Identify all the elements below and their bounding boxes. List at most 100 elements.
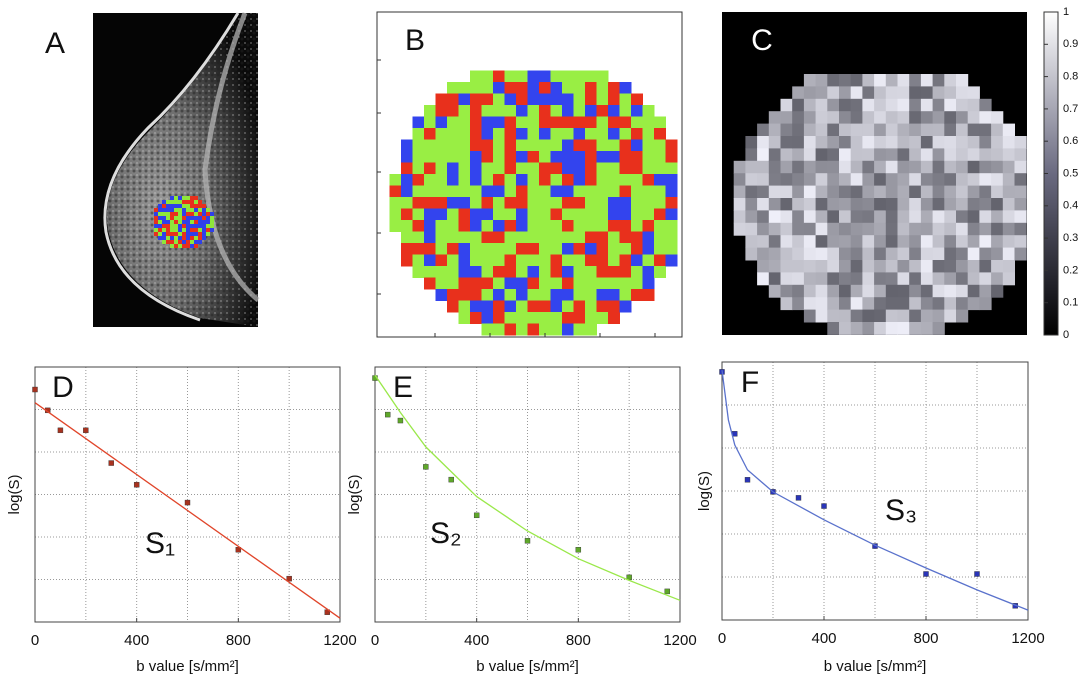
gray-cell: [944, 285, 956, 298]
cluster-cell: [574, 301, 586, 313]
gray-cell: [933, 310, 945, 323]
gray-cell: [804, 136, 816, 149]
gray-cell: [827, 210, 839, 223]
gray-cell: [839, 173, 851, 186]
cluster-cell: [493, 128, 505, 140]
gray-cell: [745, 136, 757, 149]
cluster-cell: [551, 140, 563, 152]
blob-cell: [210, 224, 214, 228]
cluster-cell: [528, 209, 540, 221]
gray-cell: [862, 198, 874, 211]
cluster-cell: [505, 197, 517, 209]
gray-cell: [968, 210, 980, 223]
cluster-cell: [551, 209, 563, 221]
cluster-cell: [574, 209, 586, 221]
cluster-cell: [666, 220, 678, 232]
cluster-cell: [585, 255, 597, 267]
cluster-cell: [631, 186, 643, 198]
cluster-cell: [436, 151, 448, 163]
cluster-cell: [516, 82, 528, 94]
cluster-cell: [654, 266, 666, 278]
gray-cell: [874, 86, 886, 99]
blob-cell: [162, 240, 166, 244]
cluster-cell: [528, 324, 540, 336]
blob-cell: [202, 220, 206, 224]
blob-cell: [190, 220, 194, 224]
cluster-cell: [585, 82, 597, 94]
cluster-cell: [551, 71, 563, 83]
cluster-cell: [620, 220, 632, 232]
gray-cell: [745, 248, 757, 261]
cluster-cell: [574, 289, 586, 301]
cluster-cell: [585, 232, 597, 244]
cluster-cell: [516, 186, 528, 198]
gray-cell: [909, 235, 921, 248]
cluster-cell: [539, 278, 551, 290]
gray-cell: [745, 161, 757, 174]
gray-cell: [781, 297, 793, 310]
cluster-cell: [551, 117, 563, 129]
cluster-cell: [631, 140, 643, 152]
blob-cell: [182, 212, 186, 216]
data-point: [975, 571, 980, 576]
gray-cell: [979, 272, 991, 285]
mri-image: [93, 13, 258, 327]
cluster-cell: [447, 243, 459, 255]
gray-cell: [968, 161, 980, 174]
gray-cell: [1003, 173, 1015, 186]
cluster-cell: [516, 174, 528, 186]
gray-cell: [816, 198, 828, 211]
cluster-cell: [516, 243, 528, 255]
x-tick-label: 1200: [663, 632, 696, 649]
gray-cell: [816, 272, 828, 285]
blob-cell: [174, 244, 178, 248]
gray-cell: [769, 235, 781, 248]
gray-cell: [991, 260, 1003, 273]
gray-cell: [898, 86, 910, 99]
cluster-cell: [608, 209, 620, 221]
blob-cell: [178, 212, 182, 216]
cluster-cell: [493, 289, 505, 301]
gray-cell: [816, 285, 828, 298]
cluster-cell: [654, 174, 666, 186]
gray-cell: [909, 260, 921, 273]
cluster-cell: [470, 151, 482, 163]
blob-cell: [162, 236, 166, 240]
cluster-cell: [620, 151, 632, 163]
gray-cell: [827, 74, 839, 87]
gray-cell: [944, 248, 956, 261]
cluster-cell: [585, 289, 597, 301]
x-tick-label: 800: [913, 630, 938, 647]
data-point: [134, 482, 139, 487]
gray-cell: [781, 124, 793, 137]
cluster-cell: [424, 117, 436, 129]
gray-cell: [979, 210, 991, 223]
gray-cell: [979, 260, 991, 273]
gray-cell: [944, 74, 956, 87]
cluster-cell: [608, 243, 620, 255]
gray-cell: [757, 186, 769, 199]
cluster-cell: [620, 243, 632, 255]
blob-cell: [170, 224, 174, 228]
cluster-cell: [574, 82, 586, 94]
cluster-cell: [516, 163, 528, 175]
cluster-cell: [574, 163, 586, 175]
cluster-cell: [585, 151, 597, 163]
gray-cell: [804, 198, 816, 211]
gray-cell: [991, 235, 1003, 248]
gray-cell: [956, 124, 968, 137]
gray-cell: [757, 124, 769, 137]
gray-cell: [757, 272, 769, 285]
cluster-cell: [597, 289, 609, 301]
cluster-cell: [631, 255, 643, 267]
gray-cell: [956, 310, 968, 323]
blob-cell: [198, 212, 202, 216]
blob-cell: [182, 208, 186, 212]
cluster-cell: [401, 151, 413, 163]
cluster-cell: [516, 220, 528, 232]
gray-cell: [1003, 210, 1015, 223]
cluster-cell: [597, 278, 609, 290]
gray-cell: [816, 186, 828, 199]
gray-cell: [816, 173, 828, 186]
blob-cell: [154, 216, 158, 220]
